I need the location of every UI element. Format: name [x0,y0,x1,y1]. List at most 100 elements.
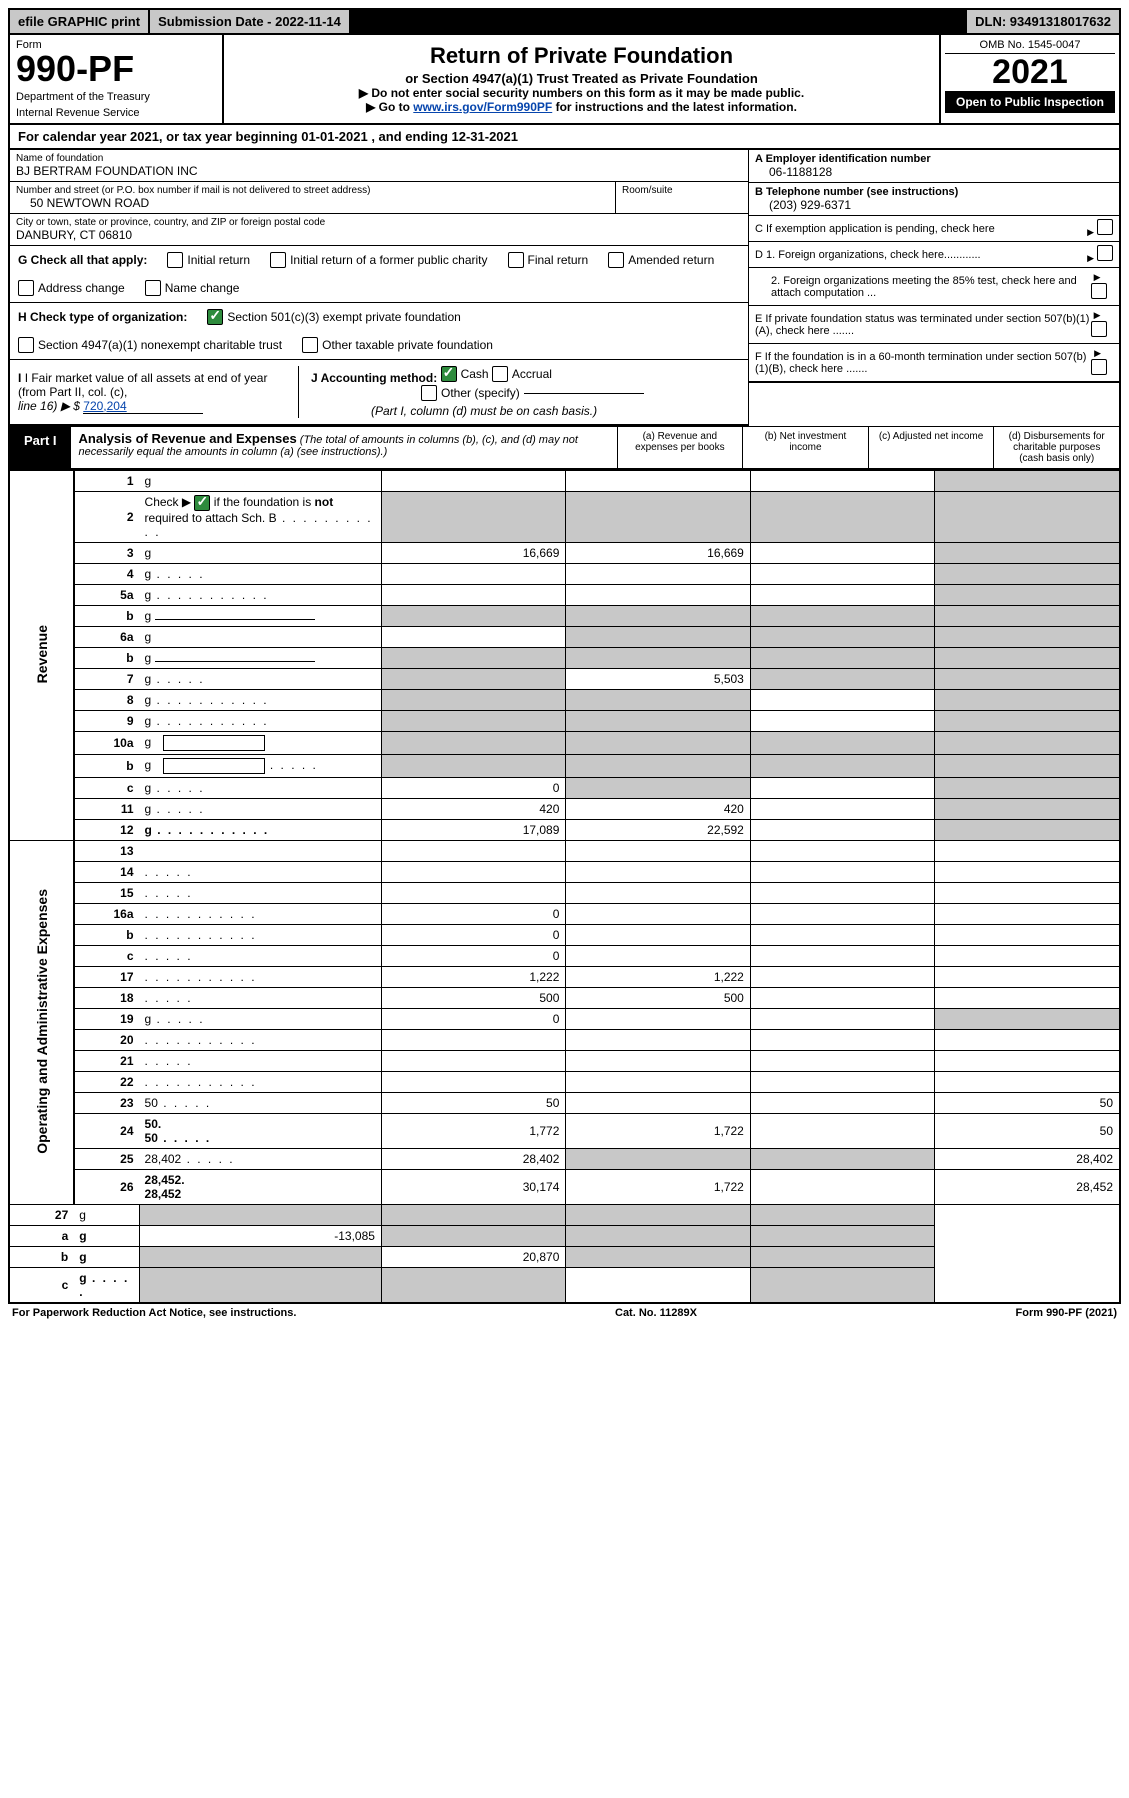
row-num: 6a [74,627,139,648]
row-num: c [74,778,139,799]
cell-amount [750,904,934,925]
cell-amount [750,1072,934,1093]
cell-amount [750,946,934,967]
row-desc: g [74,1205,139,1226]
cell-amount: 20,870 [381,1247,565,1268]
row-num: 10a [74,732,139,755]
chk-501c3[interactable]: Section 501(c)(3) exempt private foundat… [207,309,460,325]
row-desc: g [140,669,382,690]
row-desc: g [74,1226,139,1247]
cell-grey [935,690,1120,711]
instructions-link[interactable]: www.irs.gov/Form990PF [413,100,552,114]
form-year-block: OMB No. 1545-0047 2021 Open to Public In… [939,35,1119,123]
form-title-block: Return of Private Foundation or Section … [224,35,939,123]
row-num: 2 [74,492,139,543]
row-desc: 28,402 [140,1149,382,1170]
row-num: a [9,1226,74,1247]
part1-header: Part I Analysis of Revenue and Expenses … [8,426,1121,470]
row-desc: g [140,755,382,778]
form-id-block: Form 990-PF Department of the Treasury I… [10,35,224,123]
foundation-city: DANBURY, CT 06810 [16,228,742,242]
chk-name-change[interactable]: Name change [145,280,240,296]
row-num: 4 [74,564,139,585]
chk-c[interactable] [1097,219,1113,235]
chk-other-taxable[interactable]: Other taxable private foundation [302,337,493,353]
chk-e[interactable] [1091,321,1107,337]
cell-grey [140,1268,382,1304]
cell-grey [381,1268,565,1304]
cell-amount [566,564,750,585]
cell-grey [381,606,565,627]
chk-address-change[interactable]: Address change [18,280,125,296]
cell-amount: 50 [381,1093,565,1114]
cell-amount: 0 [381,925,565,946]
cell-amount: 17,089 [381,820,565,841]
chk-4947[interactable]: Section 4947(a)(1) nonexempt charitable … [18,337,282,353]
cell-amount [750,925,934,946]
efile-label[interactable]: efile GRAPHIC print [10,10,148,33]
cell-grey [935,1009,1120,1030]
cell-amount [750,690,934,711]
chk-initial-return[interactable]: Initial return [167,252,250,268]
row-num: 7 [74,669,139,690]
phone-value: (203) 929-6371 [755,198,1113,212]
cell-amount [935,925,1120,946]
b-label: B Telephone number (see instructions) [755,186,958,198]
city-label: City or town, state or province, country… [16,217,742,228]
col-d-hdr: (d) Disbursements for charitable purpose… [994,427,1119,468]
row-num: 13 [74,841,139,862]
row-desc: g [140,585,382,606]
row-num: 23 [74,1093,139,1114]
footer-right: Form 990-PF (2021) [1016,1307,1118,1319]
chk-d1[interactable] [1097,245,1113,261]
note2-post: for instructions and the latest informat… [552,100,797,114]
cell-amount: 22,592 [566,820,750,841]
footer-left: For Paperwork Reduction Act Notice, see … [12,1307,296,1319]
chk-final-return[interactable]: Final return [508,252,589,268]
chk-cash[interactable]: Cash [441,366,489,382]
cell-amount [566,841,750,862]
cell-amount: 28,402 [935,1149,1120,1170]
cell-amount [935,841,1120,862]
row-desc: g [140,627,382,648]
chk-amended-return[interactable]: Amended return [608,252,714,268]
spacer [351,10,965,33]
cell-amount [935,883,1120,904]
row-num: 17 [74,967,139,988]
top-bar: efile GRAPHIC print Submission Date - 20… [8,8,1121,35]
row-desc: g [140,711,382,732]
chk-d2[interactable] [1091,283,1107,299]
cell-amount [566,1072,750,1093]
cell-grey [566,755,750,778]
chk-accrual[interactable]: Accrual [492,366,552,382]
cell-grey [566,627,750,648]
row-num: 19 [74,1009,139,1030]
cell-grey [566,732,750,755]
cell-grey [566,606,750,627]
cell-amount: 16,669 [566,543,750,564]
chk-other-method[interactable]: Other (specify) [421,385,644,401]
col-b-hdr: (b) Net investment income [743,427,869,468]
cell-grey [750,492,934,543]
cell-grey [566,492,750,543]
cell-amount: 420 [381,799,565,820]
chk-f[interactable] [1091,359,1107,375]
cell-grey [750,1247,934,1268]
cell-amount [566,1268,750,1304]
cell-grey [750,1268,934,1304]
cell-grey [750,1226,934,1247]
cell-amount: 500 [381,988,565,1009]
row-num: 20 [74,1030,139,1051]
cell-grey [935,711,1120,732]
cell-amount [750,778,934,799]
row-num: c [9,1268,74,1304]
cell-amount [750,841,934,862]
row-desc [140,946,382,967]
cell-amount [566,862,750,883]
cell-amount: 1,222 [381,967,565,988]
check-g-row: G Check all that apply: Initial return I… [10,246,748,303]
chk-initial-former[interactable]: Initial return of a former public charit… [270,252,487,268]
row-num: 12 [74,820,139,841]
row-num: b [74,925,139,946]
row-desc: g [74,1268,139,1304]
